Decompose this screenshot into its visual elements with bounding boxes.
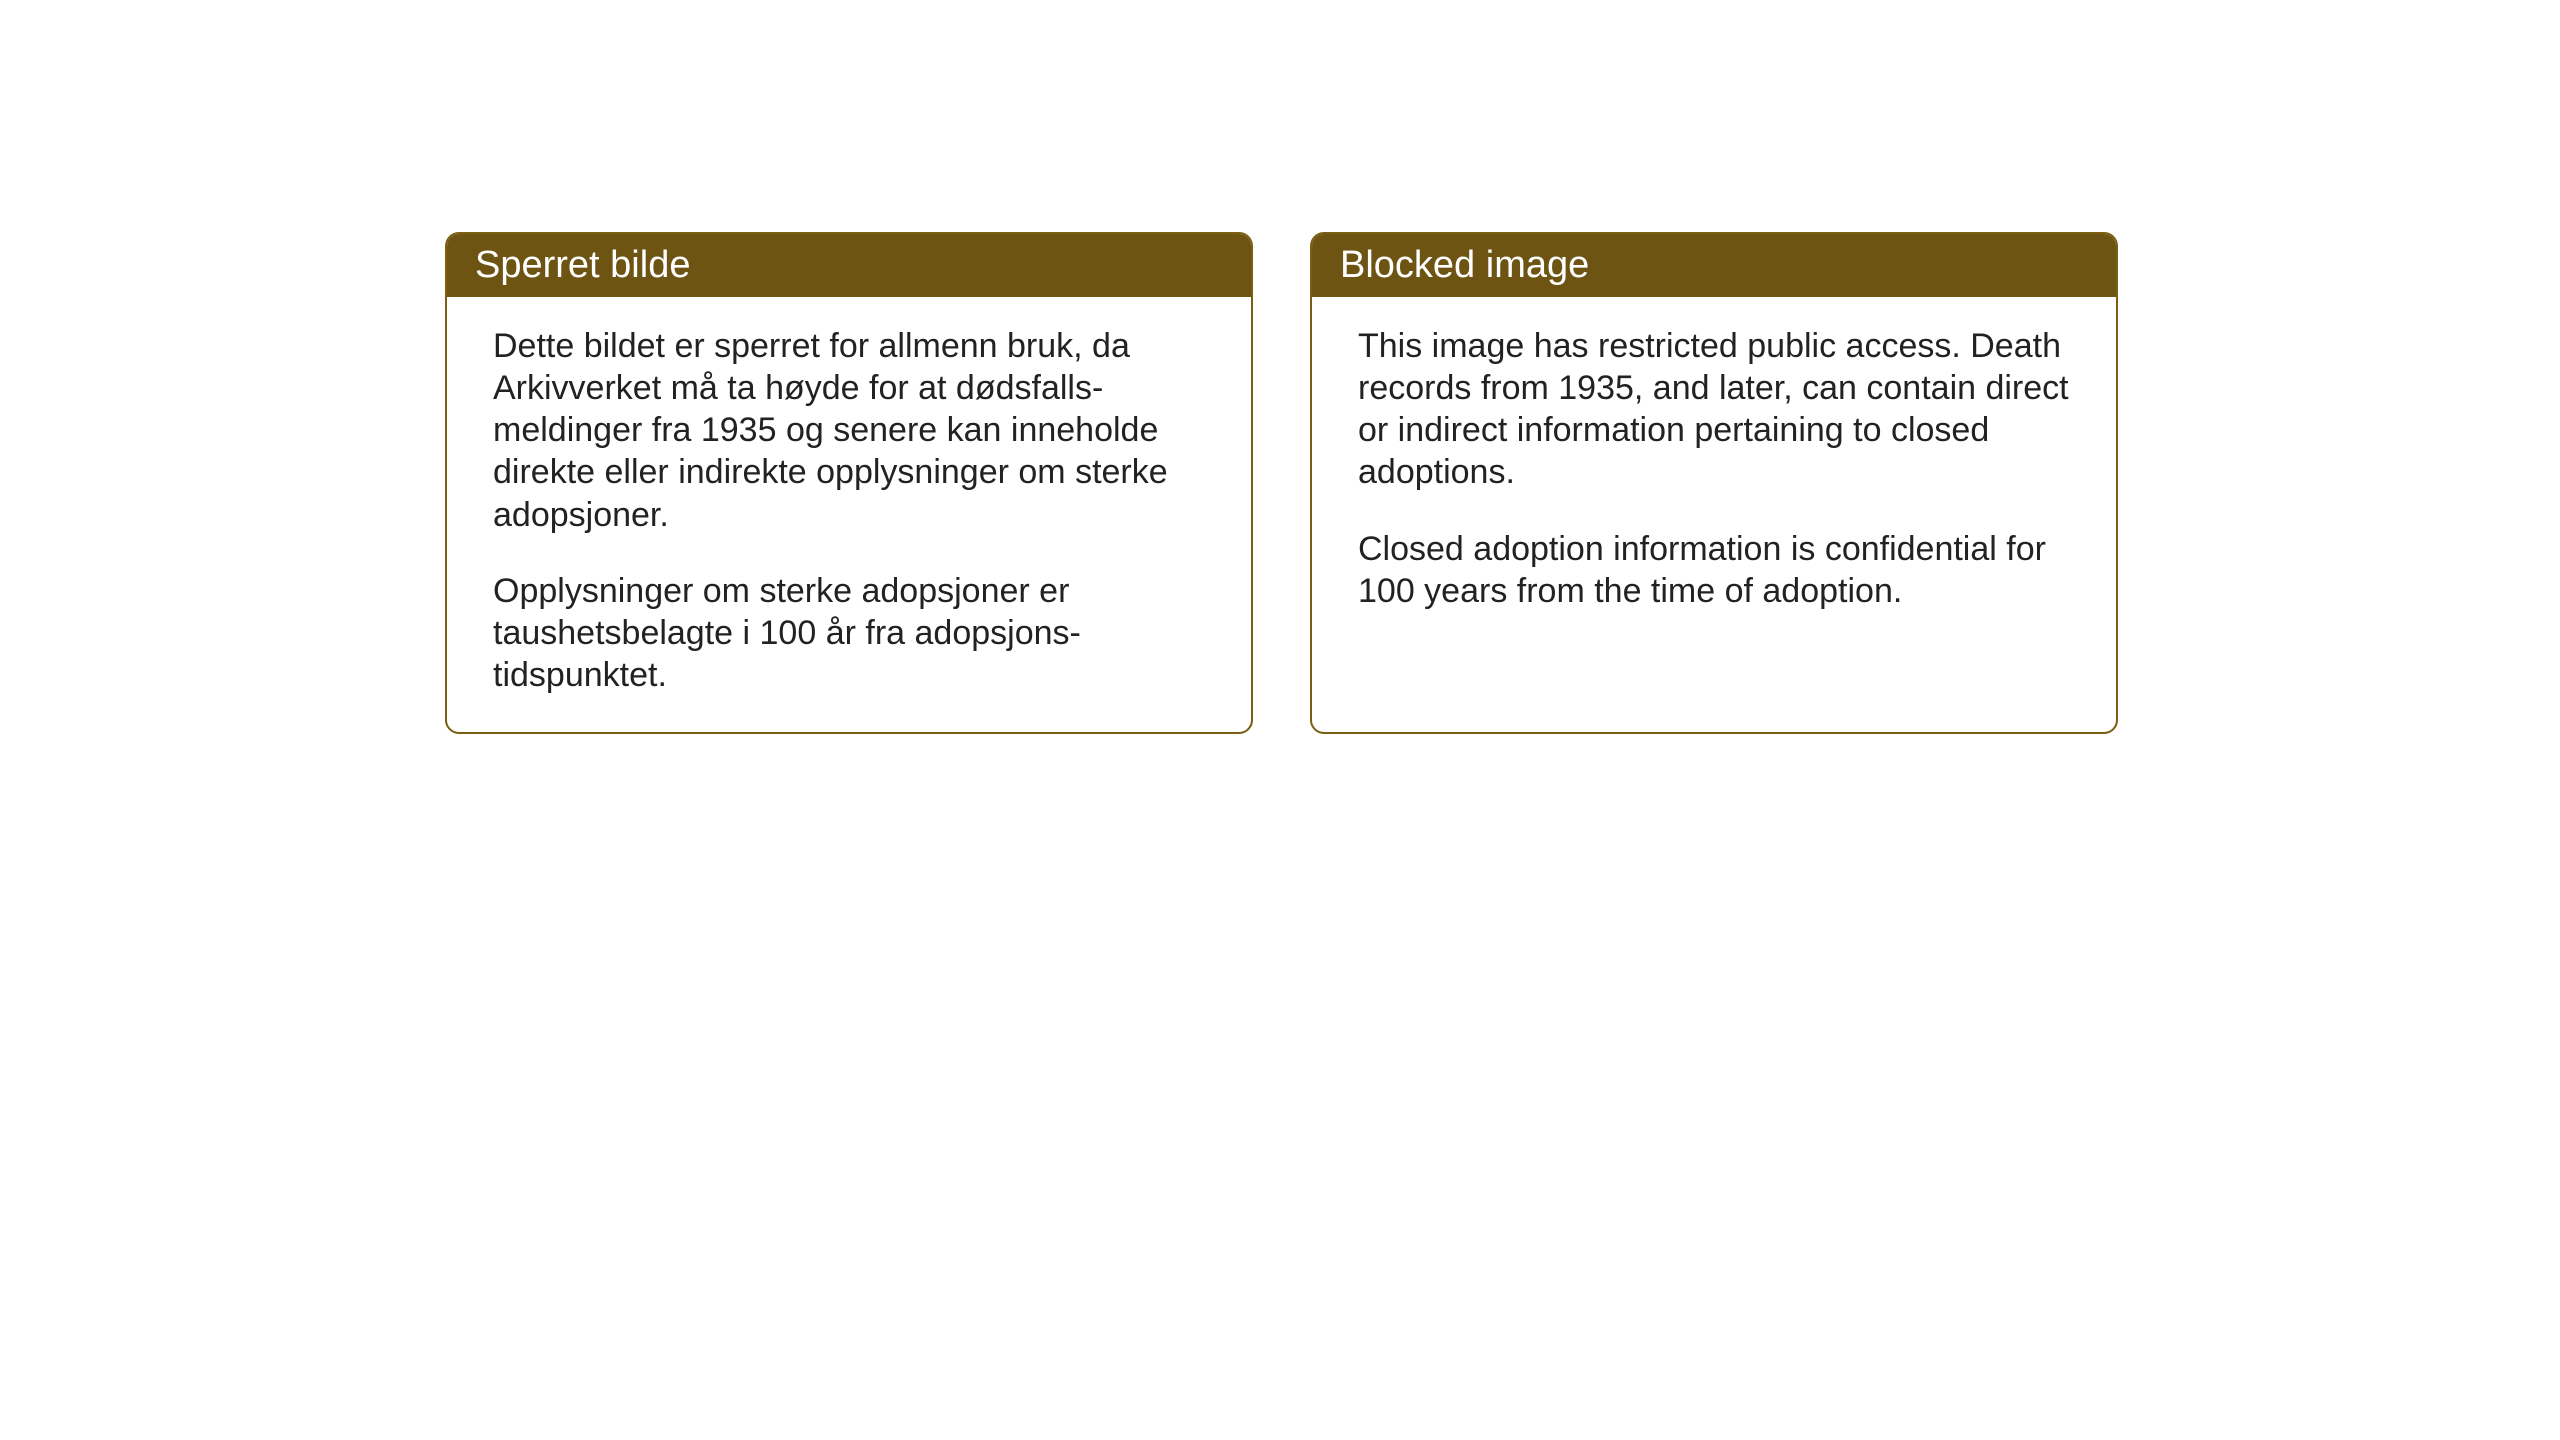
english-title: Blocked image xyxy=(1340,244,1589,286)
norwegian-paragraph-1: Dette bildet er sperret for allmenn bruk… xyxy=(493,325,1205,536)
english-card-header: Blocked image xyxy=(1312,234,2116,297)
english-paragraph-2: Closed adoption information is confident… xyxy=(1358,528,2070,612)
norwegian-paragraph-2: Opplysninger om sterke adopsjoner er tau… xyxy=(493,570,1205,696)
notice-container: Sperret bilde Dette bildet er sperret fo… xyxy=(445,232,2118,734)
english-card-body: This image has restricted public access.… xyxy=(1312,297,2116,648)
english-notice-card: Blocked image This image has restricted … xyxy=(1310,232,2118,734)
norwegian-title: Sperret bilde xyxy=(475,244,690,286)
english-paragraph-1: This image has restricted public access.… xyxy=(1358,325,2070,494)
norwegian-notice-card: Sperret bilde Dette bildet er sperret fo… xyxy=(445,232,1253,734)
norwegian-card-header: Sperret bilde xyxy=(447,234,1251,297)
norwegian-card-body: Dette bildet er sperret for allmenn bruk… xyxy=(447,297,1251,732)
